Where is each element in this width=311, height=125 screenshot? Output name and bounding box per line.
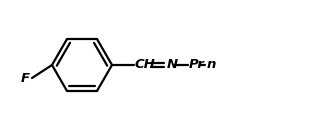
Text: N: N <box>166 58 178 71</box>
Text: n: n <box>206 58 216 71</box>
Text: F: F <box>21 72 30 85</box>
Text: CH: CH <box>134 58 156 71</box>
Text: Pr: Pr <box>189 58 205 71</box>
